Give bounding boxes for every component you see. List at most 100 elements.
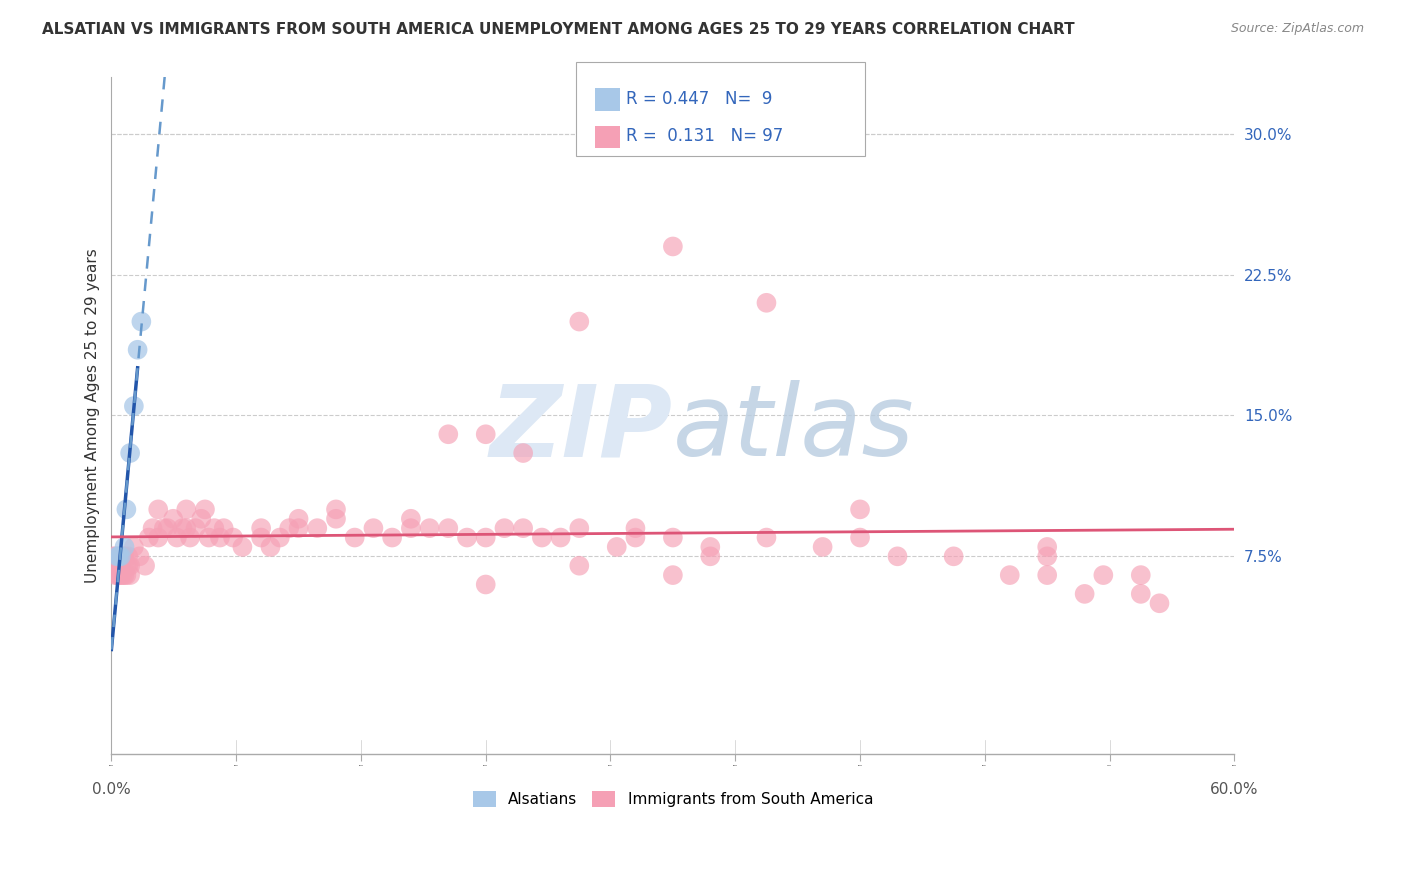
Point bbox=[108, 568, 131, 582]
Point bbox=[399, 521, 422, 535]
Point bbox=[1073, 587, 1095, 601]
Point bbox=[325, 502, 347, 516]
Point bbox=[550, 531, 572, 545]
Point bbox=[197, 531, 219, 545]
Point bbox=[363, 521, 385, 535]
Point bbox=[1092, 568, 1115, 582]
Point bbox=[568, 521, 591, 535]
Point bbox=[530, 531, 553, 545]
Point bbox=[115, 502, 138, 516]
Point bbox=[128, 549, 150, 564]
Point bbox=[142, 521, 165, 535]
Point bbox=[456, 531, 478, 545]
Point bbox=[122, 540, 145, 554]
Y-axis label: Unemployment Among Ages 25 to 29 years: Unemployment Among Ages 25 to 29 years bbox=[86, 248, 100, 582]
Text: 60.0%: 60.0% bbox=[1211, 781, 1258, 797]
Point bbox=[156, 521, 179, 535]
Point bbox=[811, 540, 834, 554]
Point bbox=[174, 502, 197, 516]
Point bbox=[108, 558, 131, 573]
Point bbox=[105, 568, 128, 582]
Point bbox=[662, 531, 685, 545]
Point bbox=[174, 521, 197, 535]
Point bbox=[122, 399, 145, 413]
Point bbox=[474, 577, 496, 591]
Point bbox=[886, 549, 908, 564]
Point bbox=[114, 568, 136, 582]
Point bbox=[325, 512, 347, 526]
Point bbox=[120, 558, 142, 573]
Text: R =  0.131   N= 97: R = 0.131 N= 97 bbox=[626, 128, 783, 145]
Point bbox=[117, 549, 139, 564]
Point bbox=[250, 531, 273, 545]
Point bbox=[120, 568, 142, 582]
Point bbox=[194, 502, 217, 516]
Point bbox=[512, 446, 534, 460]
Text: Source: ZipAtlas.com: Source: ZipAtlas.com bbox=[1230, 22, 1364, 36]
Point bbox=[269, 531, 291, 545]
Point bbox=[202, 521, 225, 535]
Point bbox=[104, 568, 127, 582]
Point bbox=[699, 549, 721, 564]
Point bbox=[998, 568, 1021, 582]
Point bbox=[259, 540, 281, 554]
Point bbox=[568, 315, 591, 329]
Point bbox=[1149, 596, 1171, 610]
Point bbox=[172, 521, 194, 535]
Point bbox=[399, 512, 422, 526]
Point bbox=[222, 531, 245, 545]
Point bbox=[110, 549, 132, 564]
Point bbox=[662, 239, 685, 253]
Point bbox=[148, 502, 170, 516]
Point bbox=[134, 558, 156, 573]
Point bbox=[1036, 549, 1059, 564]
Text: R = 0.447   N=  9: R = 0.447 N= 9 bbox=[626, 90, 772, 108]
Point bbox=[624, 521, 647, 535]
Point bbox=[942, 549, 965, 564]
Point bbox=[278, 521, 301, 535]
Point bbox=[184, 521, 207, 535]
Point bbox=[117, 558, 139, 573]
Point bbox=[111, 568, 134, 582]
Point bbox=[1129, 568, 1152, 582]
Point bbox=[212, 521, 235, 535]
Point bbox=[1036, 540, 1059, 554]
Point bbox=[166, 531, 188, 545]
Point bbox=[179, 531, 201, 545]
Point bbox=[474, 531, 496, 545]
Point bbox=[115, 568, 138, 582]
Text: 0.0%: 0.0% bbox=[91, 781, 131, 797]
Point bbox=[755, 295, 778, 310]
Point bbox=[250, 521, 273, 535]
Point bbox=[138, 531, 160, 545]
Point bbox=[287, 521, 309, 535]
Point bbox=[120, 446, 142, 460]
Point bbox=[148, 531, 170, 545]
Point bbox=[110, 568, 132, 582]
Legend: Alsatians, Immigrants from South America: Alsatians, Immigrants from South America bbox=[467, 785, 879, 814]
Point bbox=[162, 512, 184, 526]
Text: ZIP: ZIP bbox=[489, 381, 673, 477]
Point bbox=[108, 549, 131, 564]
Point bbox=[104, 549, 127, 564]
Point bbox=[849, 502, 872, 516]
Point bbox=[343, 531, 366, 545]
Point bbox=[437, 427, 460, 442]
Point bbox=[231, 540, 253, 554]
Point bbox=[115, 558, 138, 573]
Point bbox=[105, 558, 128, 573]
Point bbox=[110, 558, 132, 573]
Point bbox=[381, 531, 404, 545]
Point bbox=[849, 531, 872, 545]
Point bbox=[190, 512, 212, 526]
Point bbox=[437, 521, 460, 535]
Point bbox=[1129, 587, 1152, 601]
Point bbox=[127, 343, 149, 357]
Point bbox=[419, 521, 441, 535]
Point bbox=[606, 540, 628, 554]
Point bbox=[494, 521, 516, 535]
Point bbox=[114, 549, 136, 564]
Text: atlas: atlas bbox=[673, 381, 914, 477]
Point bbox=[662, 568, 685, 582]
Point bbox=[699, 540, 721, 554]
